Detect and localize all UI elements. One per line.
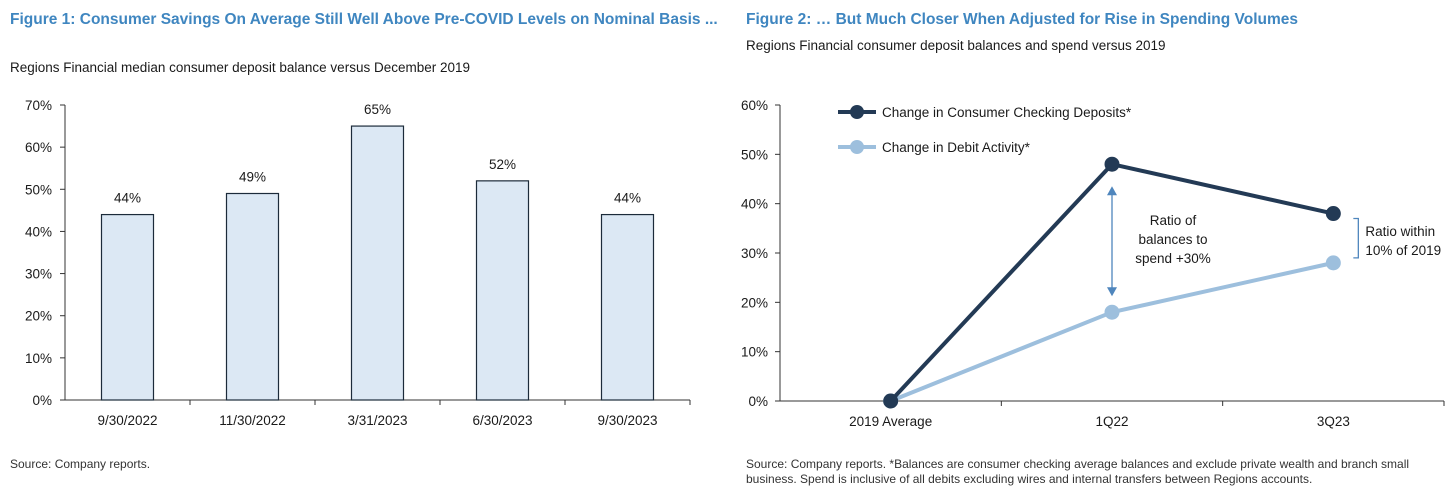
bar	[350, 125, 405, 401]
ratio-annotation-line: balances to	[1138, 232, 1207, 247]
ratio-arrow-head-down	[1107, 287, 1117, 297]
legend-marker	[850, 105, 864, 119]
legend-label: Change in Debit Activity*	[882, 140, 1031, 155]
y-tick-label: 10%	[25, 351, 52, 366]
within-annotation-line: 10% of 2019	[1365, 243, 1441, 258]
figure-2-title: Figure 2: … But Much Closer When Adjuste…	[746, 11, 1299, 28]
series-point	[1104, 156, 1120, 172]
y-tick-label: 70%	[25, 98, 52, 113]
figure-1-source: Source: Company reports.	[10, 457, 151, 471]
figure-2-line-chart: 0% 10% 20% 30% 40% 50% 60% 2019 Average 1Q22 3Q23…	[741, 98, 1445, 429]
y-tick-label: 40%	[25, 224, 52, 239]
x-tick-label: 6/30/2023	[472, 413, 532, 428]
figure-2-source: Source: Company reports. *Balances are c…	[746, 457, 1410, 486]
bar-data-label: 44%	[614, 191, 641, 206]
y-tick-label: 20%	[741, 295, 768, 310]
series-point	[1325, 206, 1341, 222]
y-tick-label: 60%	[25, 140, 52, 155]
bar	[475, 180, 530, 401]
y-tick-label: 10%	[741, 345, 768, 360]
ratio-annotation-line: spend +30%	[1135, 251, 1210, 266]
y-tick-label: 20%	[25, 309, 52, 324]
x-tick-label: 9/30/2022	[97, 413, 157, 428]
figure-2-panel: Figure 2: … But Much Closer When Adjuste…	[736, 0, 1456, 503]
bar	[600, 213, 655, 401]
x-tick-label: 3Q23	[1317, 414, 1350, 429]
ratio-annotation-line: Ratio of	[1150, 213, 1197, 228]
series-point	[1104, 304, 1120, 320]
bar	[225, 192, 280, 401]
figure-2-subtitle: Regions Financial consumer deposit balan…	[746, 38, 1166, 53]
x-tick-label: 9/30/2023	[597, 413, 657, 428]
series-point	[1325, 255, 1341, 271]
x-tick-label: 2019 Average	[849, 414, 932, 429]
y-tick-label: 30%	[741, 246, 768, 261]
y-tick-label: 30%	[25, 267, 52, 282]
figure-1-title: Figure 1: Consumer Savings On Average St…	[10, 11, 718, 28]
x-tick-label: 1Q22	[1095, 414, 1128, 429]
y-tick-label: 50%	[741, 147, 768, 162]
y-tick-label: 60%	[741, 98, 768, 113]
legend-marker	[850, 140, 864, 154]
y-tick-label: 0%	[748, 394, 768, 409]
y-tick-label: 0%	[32, 393, 52, 408]
x-tick-label: 11/30/2022	[219, 413, 286, 428]
figure-1-panel: Figure 1: Consumer Savings On Average St…	[0, 0, 720, 503]
bar	[100, 213, 155, 401]
figure-1-subtitle: Regions Financial median consumer deposi…	[10, 60, 471, 75]
bar-data-label: 52%	[489, 157, 516, 172]
x-tick-label: 3/31/2023	[347, 413, 407, 428]
within-bracket	[1353, 217, 1359, 259]
bar-data-label: 44%	[114, 191, 141, 206]
bar-data-label: 65%	[364, 102, 391, 117]
legend-label: Change in Consumer Checking Deposits*	[882, 105, 1132, 120]
ratio-arrow-head-up	[1107, 186, 1117, 196]
y-tick-label: 40%	[741, 197, 768, 212]
y-tick-label: 50%	[25, 182, 52, 197]
figure-1-bar-chart: 0% 10% 20% 30% 40% 50% 60% 70% 44% 9/30/2022 49% 11…	[25, 98, 691, 428]
series-point	[883, 393, 899, 409]
bar-data-label: 49%	[239, 170, 266, 185]
within-annotation-line: Ratio within	[1365, 224, 1435, 239]
